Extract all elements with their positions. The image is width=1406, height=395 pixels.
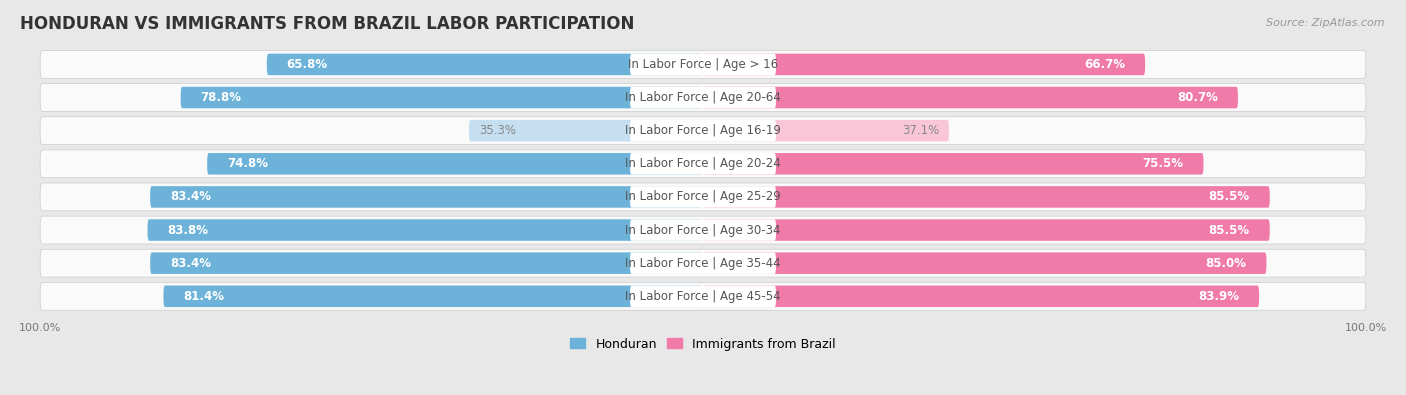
FancyBboxPatch shape xyxy=(703,153,1204,175)
FancyBboxPatch shape xyxy=(630,153,776,175)
FancyBboxPatch shape xyxy=(41,183,1365,211)
FancyBboxPatch shape xyxy=(703,87,1237,108)
Text: 35.3%: 35.3% xyxy=(479,124,516,137)
Text: In Labor Force | Age 16-19: In Labor Force | Age 16-19 xyxy=(626,124,780,137)
Text: 81.4%: 81.4% xyxy=(183,290,225,303)
FancyBboxPatch shape xyxy=(163,286,703,307)
FancyBboxPatch shape xyxy=(630,120,776,141)
Text: 83.9%: 83.9% xyxy=(1198,290,1239,303)
FancyBboxPatch shape xyxy=(470,120,703,141)
Text: 66.7%: 66.7% xyxy=(1084,58,1125,71)
Text: 75.5%: 75.5% xyxy=(1143,157,1184,170)
Text: 83.8%: 83.8% xyxy=(167,224,208,237)
FancyBboxPatch shape xyxy=(207,153,703,175)
FancyBboxPatch shape xyxy=(630,252,776,274)
FancyBboxPatch shape xyxy=(41,51,1365,78)
Text: 83.4%: 83.4% xyxy=(170,190,211,203)
Text: In Labor Force | Age 45-54: In Labor Force | Age 45-54 xyxy=(626,290,780,303)
Text: 85.5%: 85.5% xyxy=(1209,190,1250,203)
FancyBboxPatch shape xyxy=(630,54,776,75)
Text: 85.5%: 85.5% xyxy=(1209,224,1250,237)
FancyBboxPatch shape xyxy=(150,252,703,274)
FancyBboxPatch shape xyxy=(703,219,1270,241)
FancyBboxPatch shape xyxy=(41,249,1365,277)
FancyBboxPatch shape xyxy=(703,120,949,141)
FancyBboxPatch shape xyxy=(267,54,703,75)
Text: 85.0%: 85.0% xyxy=(1205,257,1247,270)
FancyBboxPatch shape xyxy=(41,117,1365,145)
Text: 65.8%: 65.8% xyxy=(287,58,328,71)
FancyBboxPatch shape xyxy=(148,219,703,241)
Text: 78.8%: 78.8% xyxy=(201,91,242,104)
FancyBboxPatch shape xyxy=(150,186,703,208)
Text: In Labor Force | Age 20-64: In Labor Force | Age 20-64 xyxy=(626,91,780,104)
FancyBboxPatch shape xyxy=(630,219,776,241)
Text: 83.4%: 83.4% xyxy=(170,257,211,270)
Legend: Honduran, Immigrants from Brazil: Honduran, Immigrants from Brazil xyxy=(565,333,841,356)
FancyBboxPatch shape xyxy=(41,150,1365,178)
FancyBboxPatch shape xyxy=(630,186,776,208)
FancyBboxPatch shape xyxy=(630,286,776,307)
Text: 74.8%: 74.8% xyxy=(226,157,269,170)
FancyBboxPatch shape xyxy=(703,286,1260,307)
Text: 37.1%: 37.1% xyxy=(901,124,939,137)
Text: Source: ZipAtlas.com: Source: ZipAtlas.com xyxy=(1267,18,1385,28)
FancyBboxPatch shape xyxy=(41,216,1365,244)
FancyBboxPatch shape xyxy=(630,87,776,108)
FancyBboxPatch shape xyxy=(41,282,1365,310)
Text: In Labor Force | Age 25-29: In Labor Force | Age 25-29 xyxy=(626,190,780,203)
FancyBboxPatch shape xyxy=(180,87,703,108)
Text: In Labor Force | Age 20-24: In Labor Force | Age 20-24 xyxy=(626,157,780,170)
Text: In Labor Force | Age 30-34: In Labor Force | Age 30-34 xyxy=(626,224,780,237)
Text: In Labor Force | Age 35-44: In Labor Force | Age 35-44 xyxy=(626,257,780,270)
FancyBboxPatch shape xyxy=(703,54,1144,75)
FancyBboxPatch shape xyxy=(703,186,1270,208)
Text: 80.7%: 80.7% xyxy=(1177,91,1218,104)
Text: In Labor Force | Age > 16: In Labor Force | Age > 16 xyxy=(628,58,778,71)
FancyBboxPatch shape xyxy=(41,84,1365,111)
FancyBboxPatch shape xyxy=(703,252,1267,274)
Text: HONDURAN VS IMMIGRANTS FROM BRAZIL LABOR PARTICIPATION: HONDURAN VS IMMIGRANTS FROM BRAZIL LABOR… xyxy=(20,15,634,33)
